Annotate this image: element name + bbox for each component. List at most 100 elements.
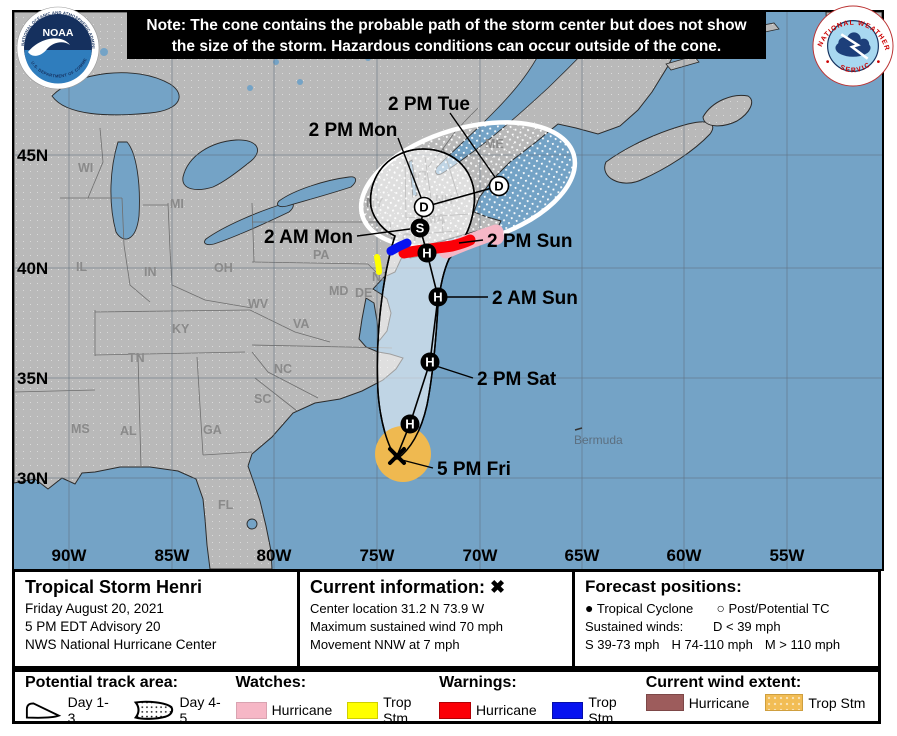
trop-storm-warning-band	[386, 238, 412, 256]
post-potential-symbol: ○	[716, 600, 725, 616]
bermuda-label: Bermuda	[574, 433, 623, 447]
leader-lines	[356, 112, 498, 469]
land-cape-breton	[702, 94, 752, 127]
bermuda-island	[574, 427, 583, 431]
state-label: NC	[274, 362, 292, 376]
nws-logo: NATIONAL WEATHER SERVICE	[809, 0, 894, 92]
trop-storm-watch-swatch	[347, 701, 379, 719]
state-label: WI	[78, 161, 93, 175]
wind-range-s: S 39-73 mph	[585, 637, 660, 652]
hurricane-warning-swatch	[439, 701, 471, 719]
trop-storm-extent-swatch	[765, 694, 804, 711]
day45-label: Day 4-5	[179, 694, 221, 726]
current-position-marker	[388, 447, 406, 465]
hurricane-watch-label: Hurricane	[271, 702, 333, 718]
state-label: DE	[355, 286, 372, 300]
track-label: 2 AM Mon	[264, 227, 353, 248]
info-panels: Tropical Storm Henri Friday August 20, 2…	[12, 569, 881, 669]
state-label: KY	[172, 322, 190, 336]
wind-range-d: D < 39 mph	[713, 619, 781, 634]
current-location: Center location 31.2 N 73.9 W	[310, 601, 485, 616]
lightning-bolt-icon	[840, 33, 869, 60]
marker-post-potential-tc: D	[488, 175, 510, 197]
state-label: FL	[218, 498, 234, 512]
state-label: SC	[254, 392, 271, 406]
map-frame: WI MI IL IN OH PA NY VT NH ME MA CT WV V…	[12, 10, 884, 571]
lon-label: 60W	[667, 546, 703, 565]
track-label: 2 PM Tue	[388, 94, 470, 115]
marker-tropical-cyclone: H	[428, 287, 448, 307]
wind-ranges-row: S 39-73 mph H 74-110 mph M > 110 mph	[585, 636, 878, 654]
track-label: 2 PM Sat	[477, 369, 557, 390]
hurricane-extent-swatch	[645, 694, 684, 711]
state-label: MI	[170, 197, 184, 211]
trop-storm-watch-band	[374, 254, 382, 275]
current-position-symbol: ✖	[490, 577, 506, 597]
lon-label: 55W	[770, 546, 806, 565]
state-label: MD	[329, 284, 348, 298]
track-markers: H H H H S D D	[400, 175, 510, 434]
track-label: 2 AM Sun	[492, 288, 578, 309]
state-label: TN	[128, 351, 145, 365]
lon-label: 70W	[463, 546, 499, 565]
current-wind: Maximum sustained wind 70 mph	[310, 619, 503, 634]
forecast-symbols-row: ● Tropical Cyclone ○ Post/Potential TC	[585, 599, 878, 618]
hurricane-extent-label: Hurricane	[688, 694, 750, 711]
grid-lines	[14, 12, 882, 569]
tropical-cyclone-symbol: ●	[585, 600, 594, 616]
track-label: 5 PM Fri	[437, 459, 511, 480]
storm-advisory: 5 PM EDT Advisory 20	[25, 619, 161, 634]
graticule-labels: 45N 40N 35N 30N 90W 85W 80W 75W 70W 65W …	[17, 146, 805, 565]
storm-date: Friday August 20, 2021	[25, 601, 164, 616]
legend-wind-extent: Current wind extent: Hurricane Trop Stm	[636, 672, 878, 721]
lon-label: 80W	[257, 546, 293, 565]
state-label: IL	[76, 260, 87, 274]
note-line-1: Note: The cone contains the probable pat…	[146, 17, 747, 34]
storm-agency: NWS National Hurricane Center	[25, 637, 217, 652]
legend-track-area: Potential track area: Day 1-3 Da	[15, 672, 226, 726]
marker-tropical-cyclone: H	[400, 414, 420, 434]
current-movement: Movement NNW at 7 mph	[310, 637, 460, 652]
day45-stipple-icon	[133, 700, 174, 720]
lon-label: 75W	[360, 546, 396, 565]
state-label: MS	[71, 422, 90, 436]
track-label: 2 PM Sun	[487, 231, 573, 252]
state-label: PA	[313, 248, 329, 262]
legend-warnings: Warnings: Hurricane Trop Stm	[429, 672, 636, 726]
marker-letter: H	[425, 355, 434, 370]
forecast-positions-title: Forecast positions:	[585, 577, 742, 596]
lon-label: 90W	[52, 546, 88, 565]
storm-title: Tropical Storm Henri	[25, 577, 203, 597]
forecast-cone-outline	[369, 148, 476, 461]
hurricane-warning-label: Hurricane	[475, 702, 537, 718]
marker-post-potential-tc: D	[413, 196, 435, 218]
legend-warnings-title: Warnings:	[439, 674, 517, 691]
marker-letter: H	[405, 417, 414, 432]
trop-storm-warning-swatch	[551, 701, 584, 719]
trop-storm-warning-label: Trop Stm	[588, 694, 617, 726]
legend-watches-title: Watches:	[235, 674, 307, 691]
marker-tropical-cyclone: H	[417, 243, 437, 263]
track-time-labels: 5 PM Fri 2 PM Sat 2 AM Sun 2 PM Sun 2 AM…	[264, 94, 578, 480]
marker-letter: H	[433, 290, 442, 305]
map-canvas: WI MI IL IN OH PA NY VT NH ME MA CT WV V…	[14, 12, 882, 569]
marker-tropical-cyclone: H	[420, 352, 440, 372]
marker-tropical-cyclone: S	[410, 218, 430, 238]
great-lakes	[51, 72, 418, 530]
legend-extent-title: Current wind extent:	[645, 674, 802, 691]
sustained-winds-row: Sustained winds: D < 39 mph	[585, 618, 878, 636]
track-label: 2 PM Mon	[309, 120, 398, 141]
hurricane-watch-swatch	[235, 701, 267, 719]
state-label: AL	[120, 424, 137, 438]
lat-label: 35N	[17, 369, 48, 388]
sustained-winds-label: Sustained winds:	[585, 619, 684, 634]
legend-watches: Watches: Hurricane Trop Stm	[226, 672, 430, 726]
state-label: OH	[214, 261, 233, 275]
post-potential-label: Post/Potential TC	[728, 601, 830, 616]
marker-letter: D	[419, 200, 428, 215]
marker-letter: D	[494, 179, 503, 194]
lon-label: 85W	[155, 546, 191, 565]
note-line-2: the size of the storm. Hazardous conditi…	[171, 38, 722, 55]
day13-label: Day 1-3	[67, 694, 109, 726]
